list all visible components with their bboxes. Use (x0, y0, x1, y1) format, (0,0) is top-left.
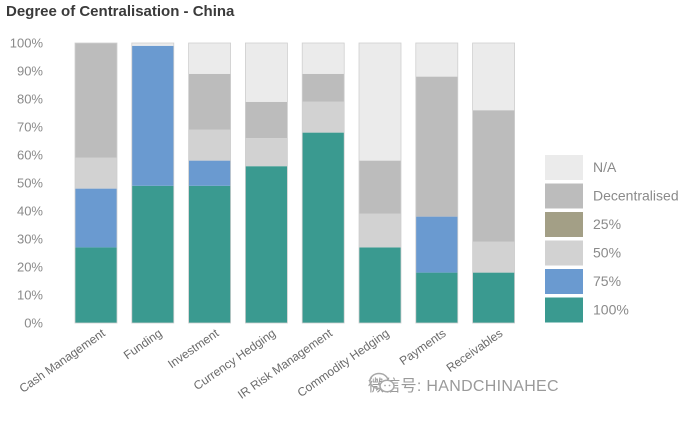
y-tick-label: 50% (17, 176, 43, 191)
bar-segment (245, 101, 288, 139)
x-tick-label: Payments (397, 326, 449, 368)
bar-segment (302, 101, 345, 133)
legend-label: 25% (593, 216, 621, 232)
bar-segment (245, 166, 288, 323)
bar-segment (302, 132, 345, 323)
legend: N/A Decentralised 25% 50% 75% 100% (545, 155, 679, 323)
bar-segment (188, 43, 231, 74)
bar-segment (415, 76, 458, 217)
x-tick-label: Cash Management (17, 326, 109, 396)
bar-segment (302, 73, 345, 102)
bar-outline (301, 42, 345, 324)
y-tick-label: 90% (17, 64, 43, 79)
bar-segment (188, 185, 231, 323)
chart-title: Degree of Centralisation - China (6, 3, 235, 20)
x-tick-label: Funding (121, 326, 165, 362)
bars (74, 42, 516, 324)
watermark: 微信号: HANDCHINAHEC (368, 372, 559, 396)
bar-segment (359, 43, 401, 161)
bar-segment (472, 241, 515, 273)
wechat-icon (369, 372, 395, 393)
bar-segment (302, 43, 345, 74)
bar-segment (75, 188, 117, 248)
legend-label: 50% (593, 245, 621, 261)
watermark-text: 微信号: HANDCHINAHEC (368, 378, 559, 395)
bar-segment (415, 272, 458, 323)
bar-segment (245, 138, 288, 167)
bar-segment (188, 160, 231, 186)
bar-segment (415, 43, 458, 77)
legend-swatch (545, 297, 583, 323)
y-tick-label: 10% (17, 288, 43, 303)
legend-label: N/A (593, 159, 617, 175)
bar-segment (131, 43, 174, 46)
bar-outline (188, 42, 232, 324)
legend-swatch (545, 155, 583, 180)
bar-segment (472, 110, 515, 242)
y-tick-label: 30% (17, 232, 43, 247)
bar-segment (188, 129, 231, 161)
bar-segment (188, 73, 231, 130)
x-tick-label: IR Risk Management (235, 326, 335, 402)
legend-label: Decentralised (593, 188, 679, 204)
x-tick-label: Receivables (444, 326, 506, 375)
bar-segment (75, 247, 117, 323)
y-tick-label: 20% (17, 260, 43, 275)
bar-outline (415, 42, 459, 324)
y-tick-label: 0% (24, 316, 43, 331)
bar-segment (359, 247, 401, 323)
bar-segment (131, 45, 174, 186)
legend-swatch (545, 183, 583, 209)
bar-segment (472, 272, 515, 323)
x-tick-label: Investment (165, 326, 222, 372)
legend-label: 75% (593, 273, 621, 289)
legend-swatch (545, 269, 583, 294)
legend-swatch (545, 212, 583, 237)
bar-segment (75, 157, 117, 189)
bar-segment (359, 160, 401, 214)
bar-outline (131, 42, 175, 324)
bar-segment (415, 216, 458, 273)
y-tick-label: 40% (17, 204, 43, 219)
bar-outline (244, 42, 288, 324)
bar-segment (75, 43, 117, 158)
y-tick-label: 60% (17, 148, 43, 163)
legend-label: 100% (593, 302, 629, 318)
y-axis: 0% 10% 20% 30% 40% 50% 60% 70% 80% 90% 100% (10, 36, 44, 331)
y-tick-label: 80% (17, 92, 43, 107)
bar-outline (358, 42, 402, 324)
bar-segment (131, 185, 174, 323)
y-tick-label: 70% (17, 120, 43, 135)
bar-outline (472, 42, 516, 324)
y-tick-label: 100% (10, 36, 44, 51)
bar-segment (359, 213, 401, 248)
legend-swatch (545, 240, 583, 266)
bar-outline (74, 42, 118, 324)
bar-segment (472, 43, 515, 111)
bar-segment (245, 43, 288, 102)
